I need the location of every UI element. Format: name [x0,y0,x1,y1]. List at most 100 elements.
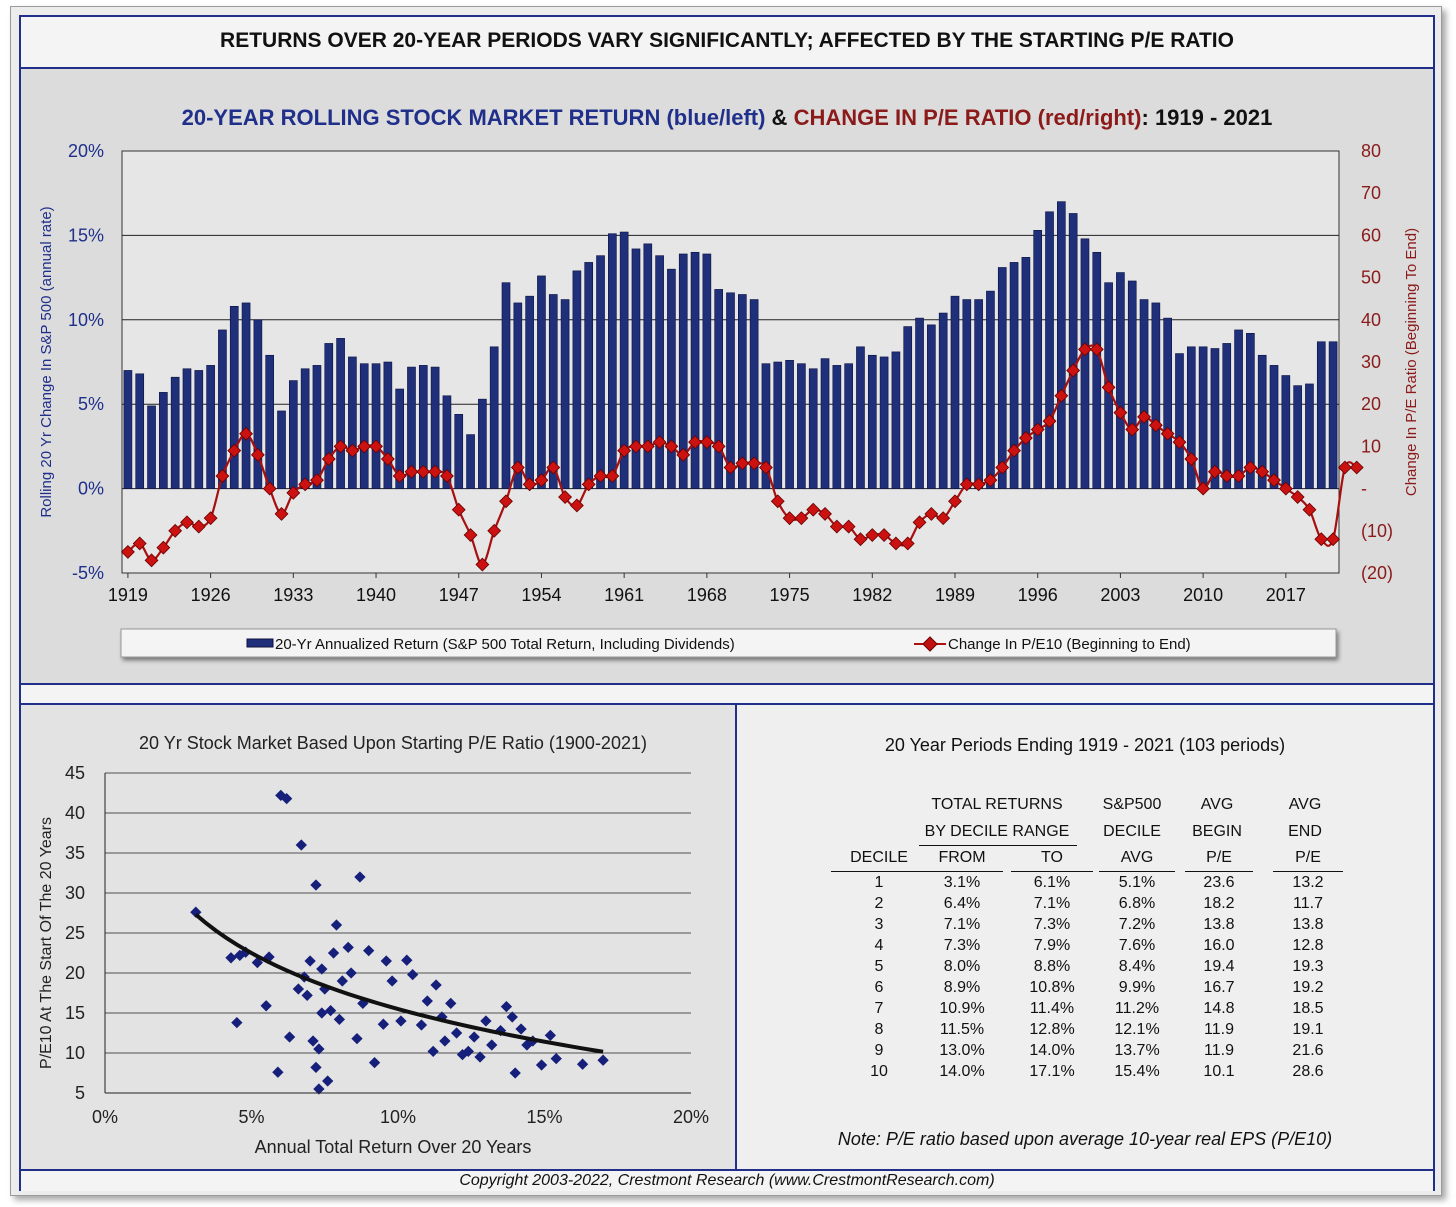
pe-change-point [1042,414,1057,429]
table-cell: 16.0 [1203,937,1235,954]
table-cell: 7 [874,1000,884,1017]
column-underline [1185,871,1253,872]
table-cell: 14.0% [939,1063,985,1080]
scatter-point [430,979,442,991]
scatter-point [342,941,354,954]
pe-scatter-chart: 20 Yr Stock Market Based Upon Starting P… [38,733,709,1157]
return-bar [915,317,924,489]
return-bar [324,343,334,489]
table-cell: 18.5 [1292,1000,1324,1017]
y-right-tick: (10) [1361,521,1393,541]
return-bar [442,395,452,489]
return-bar [820,358,830,489]
return-bar [371,363,381,489]
return-bar [773,361,783,489]
pe-change-point [1101,380,1116,395]
table-cell: 12.8 [1292,937,1324,954]
pe-change-point [522,477,537,492]
table-cell: 11.5% [939,1021,985,1038]
chart-border: RETURNS OVER 20-YEAR PERIODS VARY SIGNIF… [19,15,1435,1191]
return-bar [1305,383,1314,489]
table-cell: 12.1% [1114,1021,1160,1038]
scatter-point [445,997,457,1010]
table-cell: 7.6% [1118,937,1156,954]
pe-change-point [1113,405,1128,420]
return-bar [1175,353,1184,489]
y-left-tick: 20% [68,141,104,161]
y-right-tick: - [1361,479,1367,499]
pe-change-point [1078,342,1092,357]
copyright-text: Copyright 2003-2022, Crestmont Research … [459,1172,995,1189]
pe-change-point [168,523,183,538]
legend-bar-label: 20-Yr Annualized Return (S&P 500 Total R… [275,636,735,653]
legend-box [120,628,1337,658]
scatter-point [597,1054,609,1066]
scatter-x-tick: 0% [92,1107,118,1127]
column-underline [1273,871,1343,872]
table-cell: 7.1% [943,916,981,933]
column-underline [1011,871,1093,872]
scatter-y-tick: 20 [65,963,85,983]
return-bar [1281,375,1291,489]
scatter-point [506,1011,518,1023]
scatter-x-tick: 20% [673,1107,709,1127]
scatter-point [386,975,398,987]
table-cell: 7.2% [1118,916,1156,933]
return-bar [277,410,286,489]
return-bar [690,251,700,489]
return-bar [1257,354,1267,489]
col4-header-line1: AVG [1200,796,1234,813]
table-cell: 7.9% [1033,937,1071,954]
pe-change-point [593,469,608,483]
return-bar [418,365,428,489]
decile-table: TOTAL RETURNS BY DECILE RANGE S&P500 DEC… [737,705,1433,1169]
return-bar [135,373,145,489]
pe-change-point [286,485,301,500]
table-cell: 19.2 [1292,979,1324,996]
y-left-tick: 15% [68,225,104,245]
return-bar [997,267,1007,489]
pe-change-point [1231,469,1246,483]
pe-change-point [1030,422,1045,437]
scatter-y-tick: 25 [65,923,85,943]
y-left-axis-label: Rolling 20 Yr Change In S&P 500 (annual … [38,206,55,517]
return-bar [265,354,275,489]
chart-frame: RETURNS OVER 20-YEAR PERIODS VARY SIGNIF… [10,6,1442,1196]
column-header: DECILE [850,849,908,866]
y-right-tick: 50 [1361,268,1381,288]
pe-change-point [132,536,147,551]
pe-change-point [1137,409,1151,424]
pe-change-point [298,477,313,492]
return-bar [950,295,960,489]
pe-change-point [310,473,324,488]
return-bar [454,414,464,489]
table-cell: 13.8 [1292,916,1324,933]
scatter-point [401,954,413,966]
y-right-tick: 10 [1361,436,1381,456]
x-tick-label: 2017 [1266,585,1306,605]
pe-change-point [546,460,561,475]
scatter-y-tick: 40 [65,803,85,823]
scatter-y-tick: 35 [65,843,85,863]
pe-change-point [333,439,348,454]
group-header-line1: TOTAL RETURNS [931,796,1063,813]
pe-change-point [392,469,407,483]
scatter-y-label: P/E10 At The Start Of The 20 Years [38,817,55,1069]
return-bar [938,312,948,489]
pe-change-point [144,553,159,568]
pe-change-point [510,460,525,475]
return-bar [206,365,215,489]
table-cell: 6.1% [1033,874,1071,891]
return-bar [300,368,310,489]
return-bar [336,338,345,489]
return-bar [726,292,735,489]
return-bar [1057,201,1066,489]
column-header: FROM [938,849,986,866]
return-bar [525,295,534,489]
column-header: P/E [1295,849,1321,866]
table-cell: 5 [874,958,884,975]
scatter-point [322,1075,334,1087]
table-cell: 11.9 [1204,1021,1234,1038]
scatter-y-tick: 45 [65,763,85,783]
pe-change-point [699,435,714,450]
